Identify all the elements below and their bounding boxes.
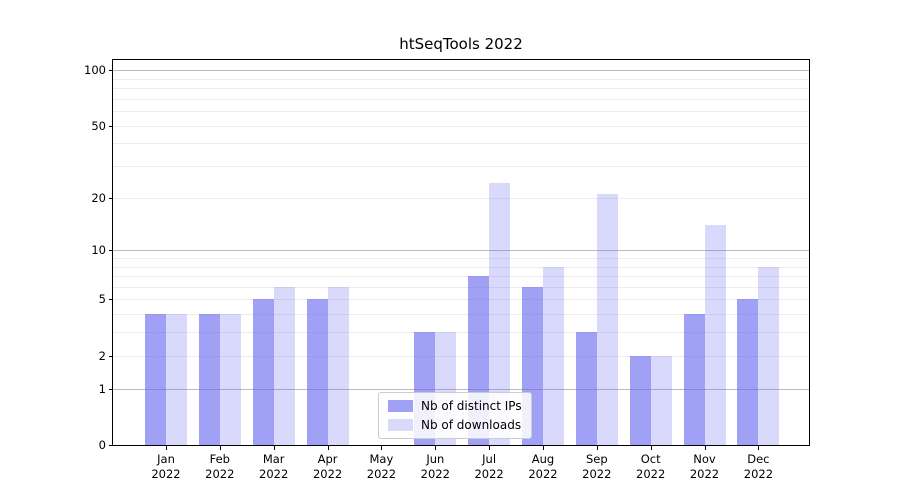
y-tick-mark-1: [109, 388, 113, 390]
bar-sep-downloads: [596, 193, 618, 445]
gridline-minor-40: [113, 143, 809, 145]
y-tick-label-0: 0: [98, 438, 106, 452]
x-tick-mark-feb: [219, 446, 221, 450]
bar-oct-distinct-ips: [629, 355, 651, 445]
bar-aug-downloads: [542, 266, 564, 445]
bar-oct-downloads: [650, 355, 672, 445]
bar-apr-distinct-ips: [306, 299, 328, 445]
bar-feb-distinct-ips: [198, 314, 220, 445]
x-tick-mark-jul: [489, 446, 491, 450]
x-tick-mark-may: [381, 446, 383, 450]
y-tick-mark-5: [109, 299, 113, 301]
chart-title: htSeqTools 2022: [399, 35, 523, 53]
gridline-minor-70: [113, 98, 809, 100]
bar-sep-distinct-ips: [575, 332, 597, 445]
x-tick-mark-sep: [596, 446, 598, 450]
x-tick-label-feb: Feb 2022: [205, 452, 235, 481]
y-tick-mark-100: [109, 70, 113, 71]
x-tick-mark-nov: [704, 446, 706, 450]
x-tick-label-oct: Oct 2022: [636, 452, 666, 481]
bar-nov-downloads: [704, 225, 726, 445]
x-tick-mark-jan: [166, 446, 167, 450]
y-tick-mark-50: [109, 125, 113, 127]
gridline-minor-90: [113, 78, 809, 80]
y-tick-mark-10: [109, 250, 113, 252]
bar-dec-distinct-ips: [737, 299, 759, 445]
y-tick-mark-0: [109, 445, 113, 446]
y-tick-label-5: 5: [98, 292, 106, 307]
gridline-minor-6: [113, 286, 809, 288]
y-tick-label-2: 2: [98, 348, 106, 363]
gridline-minor-7: [113, 276, 809, 277]
x-tick-label-aug: Aug 2022: [528, 452, 558, 481]
y-tick-label-10: 10: [91, 243, 106, 258]
y-tick-label-1: 1: [98, 381, 106, 396]
legend-swatch-distinct-ips: [388, 400, 413, 412]
plot-area: Nb of distinct IPs Nb of downloads: [112, 59, 810, 446]
bar-mar-distinct-ips: [252, 299, 274, 445]
x-tick-label-sep: Sep 2022: [582, 452, 612, 481]
x-tick-mark-jun: [435, 446, 437, 450]
gridline-minor-60: [113, 111, 809, 112]
bar-jul-downloads: [489, 183, 511, 445]
x-tick-label-dec: Dec 2022: [743, 452, 774, 481]
x-tick-label-may: May 2022: [366, 452, 397, 481]
bar-jan-distinct-ips: [145, 314, 166, 445]
y-tick-mark-2: [109, 355, 113, 357]
gridline-minor-80: [113, 87, 809, 89]
bar-jan-downloads: [166, 314, 187, 445]
gridline-minor-20: [113, 197, 809, 199]
x-tick-label-jun: Jun 2022: [420, 452, 450, 481]
bar-dec-downloads: [758, 266, 780, 445]
x-tick-mark-dec: [758, 446, 760, 450]
x-tick-mark-oct: [650, 446, 652, 450]
gridline-minor-9: [113, 257, 809, 259]
legend-label-downloads: Nb of downloads: [421, 418, 522, 432]
gridline-minor-50: [113, 125, 809, 127]
gridline-minor-3: [113, 332, 809, 334]
gridline-minor-8: [113, 266, 809, 268]
x-tick-label-jan: Jan 2022: [151, 452, 181, 481]
x-tick-label-apr: Apr 2022: [312, 452, 343, 481]
x-tick-label-jul: Jul 2022: [474, 452, 504, 481]
bar-feb-downloads: [219, 314, 241, 445]
bar-nov-distinct-ips: [683, 314, 705, 445]
gridline-minor-30: [113, 166, 809, 167]
x-tick-mark-mar: [273, 446, 275, 450]
gridline-major-100: [113, 70, 809, 71]
x-tick-mark-apr: [327, 446, 329, 450]
gridline-minor-4: [113, 314, 809, 316]
x-tick-mark-aug: [543, 446, 544, 450]
gridline-major-1: [113, 388, 809, 390]
legend-item-downloads: Nb of downloads: [388, 418, 522, 432]
legend: Nb of distinct IPs Nb of downloads: [378, 392, 532, 439]
y-tick-label-20: 20: [91, 190, 106, 205]
y-tick-label-50: 50: [91, 118, 106, 133]
gridline-major-10: [113, 250, 809, 252]
bar-mar-downloads: [273, 286, 295, 445]
y-tick-label-100: 100: [84, 63, 106, 77]
legend-item-distinct-ips: Nb of distinct IPs: [388, 399, 522, 413]
gridline-minor-2: [113, 355, 809, 357]
x-tick-label-mar: Mar 2022: [259, 452, 289, 481]
legend-label-distinct-ips: Nb of distinct IPs: [421, 399, 522, 413]
bar-apr-downloads: [327, 286, 349, 445]
x-tick-label-nov: Nov 2022: [689, 452, 720, 481]
gridline-minor-5: [113, 299, 809, 301]
legend-swatch-downloads: [388, 419, 413, 431]
y-tick-mark-20: [109, 197, 113, 199]
